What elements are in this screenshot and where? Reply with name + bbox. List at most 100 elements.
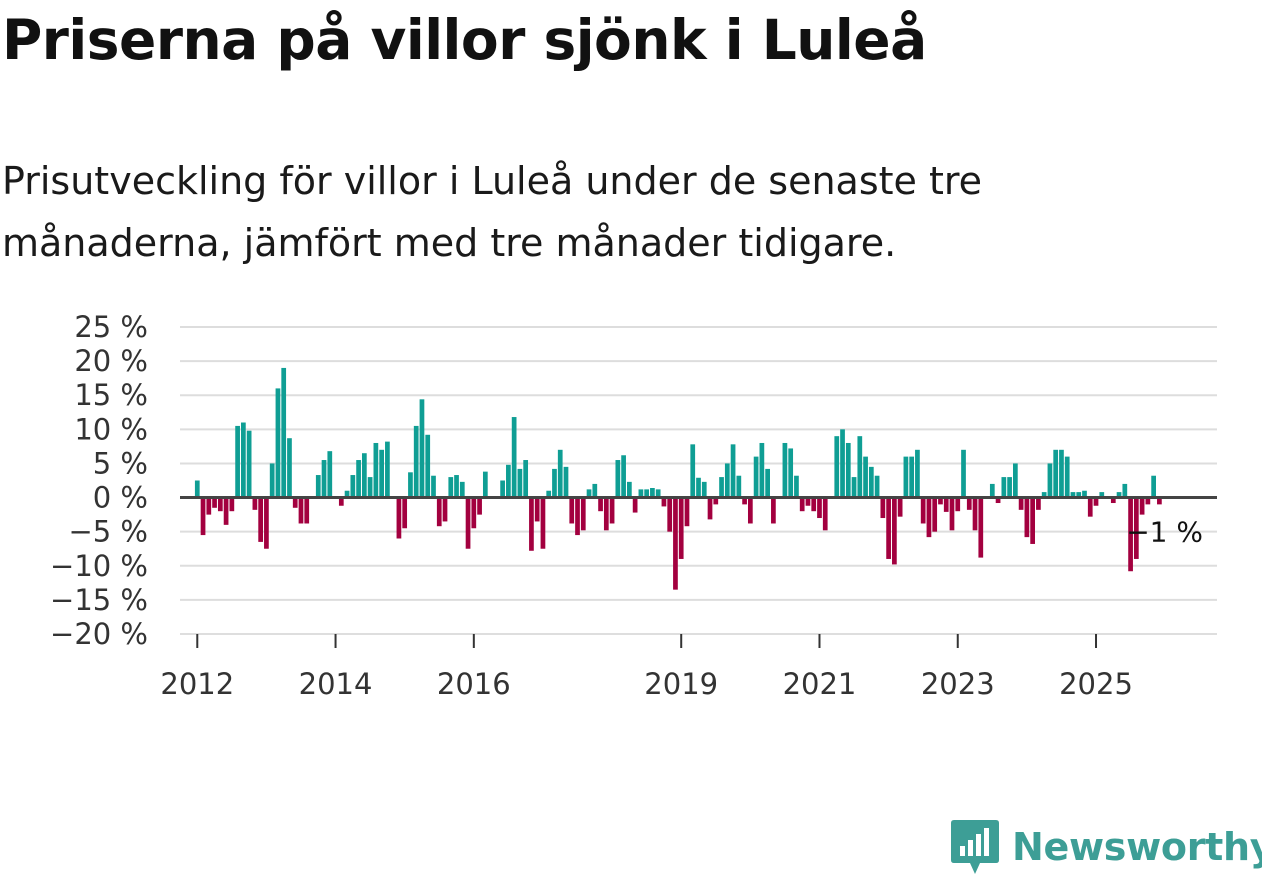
bar bbox=[943, 497, 949, 512]
bar bbox=[1116, 492, 1122, 498]
bar bbox=[212, 497, 217, 508]
bar bbox=[742, 497, 747, 505]
bar bbox=[367, 477, 373, 498]
bar bbox=[621, 455, 626, 498]
bar bbox=[356, 460, 361, 498]
bar bbox=[932, 497, 938, 532]
x-tick-label: 2025 bbox=[1059, 667, 1133, 701]
bar bbox=[782, 442, 788, 498]
bar bbox=[292, 497, 298, 508]
bar bbox=[955, 497, 961, 512]
bar bbox=[1047, 463, 1053, 498]
bar bbox=[1093, 497, 1099, 506]
bar bbox=[442, 497, 448, 522]
bar bbox=[569, 497, 575, 524]
bar bbox=[1018, 497, 1024, 510]
x-tick-label: 2021 bbox=[783, 667, 857, 701]
bar bbox=[1030, 497, 1035, 544]
bar bbox=[673, 497, 678, 590]
bar bbox=[425, 434, 431, 498]
bar bbox=[719, 477, 724, 498]
bar bbox=[909, 456, 915, 498]
bar bbox=[419, 399, 425, 498]
bar bbox=[586, 489, 592, 498]
bar bbox=[851, 477, 857, 498]
bar bbox=[736, 475, 742, 498]
bar bbox=[638, 489, 644, 498]
bar bbox=[880, 497, 886, 519]
bar bbox=[863, 456, 868, 498]
bar bbox=[511, 417, 517, 498]
bar bbox=[471, 497, 477, 529]
bar bbox=[338, 497, 344, 506]
bar bbox=[287, 438, 292, 498]
bar bbox=[298, 497, 304, 524]
bar bbox=[701, 481, 707, 498]
bar bbox=[223, 497, 229, 525]
bar bbox=[609, 497, 615, 524]
bar bbox=[696, 477, 701, 498]
bar bbox=[661, 497, 667, 507]
bar bbox=[995, 497, 1001, 504]
bar bbox=[281, 367, 287, 498]
bar bbox=[241, 422, 246, 498]
bar bbox=[598, 497, 603, 512]
bar bbox=[1151, 475, 1156, 498]
bar bbox=[229, 497, 235, 512]
y-tick-label: −5 % bbox=[68, 515, 148, 549]
bar bbox=[938, 497, 943, 505]
bar bbox=[857, 436, 863, 498]
bar bbox=[258, 497, 264, 542]
bar bbox=[868, 466, 874, 498]
bar bbox=[506, 464, 511, 498]
y-axis: 25 %20 %15 %10 %5 %0 %−5 %−10 %−15 %−20 … bbox=[50, 310, 148, 651]
x-axis: 2012 2014 2016 2019 2021 2023 2025 bbox=[160, 633, 1217, 701]
bar bbox=[961, 449, 966, 498]
bar bbox=[217, 497, 223, 512]
bar bbox=[759, 442, 765, 498]
bar bbox=[235, 425, 240, 498]
bar bbox=[327, 451, 333, 498]
bar bbox=[1036, 497, 1041, 510]
bar bbox=[408, 472, 413, 498]
bar bbox=[650, 488, 655, 498]
bar bbox=[413, 425, 419, 498]
y-tick-label: 20 % bbox=[74, 344, 148, 378]
bar bbox=[448, 477, 454, 498]
bar bbox=[753, 456, 759, 498]
bar bbox=[1122, 483, 1128, 498]
x-tick-label: 2016 bbox=[437, 667, 511, 701]
y-tick-label: 25 % bbox=[74, 310, 148, 344]
brand-name: Newsworthy bbox=[1012, 825, 1262, 869]
bar bbox=[523, 460, 529, 498]
y-tick-label: −15 % bbox=[50, 583, 148, 617]
bar bbox=[529, 497, 534, 551]
bar bbox=[1041, 492, 1047, 498]
bar bbox=[972, 497, 978, 531]
bar bbox=[477, 497, 482, 515]
bar bbox=[1099, 492, 1105, 498]
bar bbox=[886, 497, 891, 559]
y-tick-label: −10 % bbox=[50, 549, 148, 583]
chart-title: Priserna på villor sjönk i Luleå bbox=[2, 8, 927, 72]
bar bbox=[978, 497, 984, 558]
bar bbox=[1024, 497, 1030, 538]
bar bbox=[465, 497, 471, 549]
bar bbox=[1076, 492, 1082, 498]
bar bbox=[385, 441, 390, 498]
bar bbox=[246, 430, 252, 498]
bar bbox=[344, 490, 350, 498]
bar bbox=[252, 497, 258, 510]
bar bbox=[874, 475, 880, 498]
bar bbox=[615, 460, 621, 498]
bar bbox=[396, 497, 402, 539]
y-tick-label: −20 % bbox=[50, 617, 148, 651]
bar bbox=[546, 490, 552, 498]
bar bbox=[431, 475, 436, 498]
y-tick-label: 10 % bbox=[74, 412, 148, 446]
bar bbox=[304, 497, 310, 524]
bar bbox=[627, 481, 632, 498]
bar bbox=[603, 497, 609, 531]
bar bbox=[915, 449, 920, 498]
bar bbox=[799, 497, 805, 512]
